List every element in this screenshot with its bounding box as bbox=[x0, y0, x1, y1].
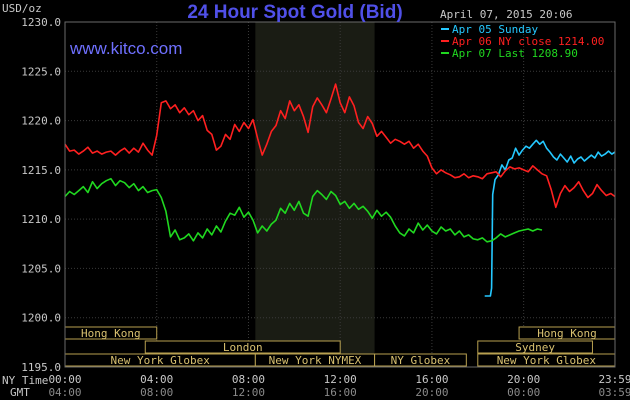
x-tick-label-ny: 00:00 bbox=[48, 373, 81, 386]
y-tick-label: 1195.0 bbox=[21, 361, 61, 374]
axes: 1195.0 1200.0 1205.0 1210.0 1215.0 1220.0 1225… bbox=[21, 16, 630, 399]
series-line-2 bbox=[64, 177, 543, 243]
market-session-label: Hong Kong bbox=[81, 327, 141, 340]
chart-title: 24 Hour Spot Gold (Bid) bbox=[187, 2, 402, 23]
market-session-bar bbox=[477, 340, 593, 354]
market-session-label: NY Globex bbox=[391, 354, 451, 367]
x-axis-gmt-label: GMT bbox=[10, 386, 30, 399]
x-tick-label-gmt: 08:00 bbox=[140, 386, 173, 399]
market-session-label: New York NYMEX bbox=[269, 354, 362, 367]
y-tick-label: 1210.0 bbox=[21, 213, 61, 226]
source-url: www.kitco.com bbox=[69, 39, 182, 58]
x-tick-label-ny: 04:00 bbox=[140, 373, 173, 386]
series-line-1 bbox=[64, 83, 616, 209]
x-tick-label-gmt: 20:00 bbox=[415, 386, 448, 399]
x-tick-label-gmt: 00:00 bbox=[507, 386, 540, 399]
market-session-bar bbox=[374, 353, 467, 367]
x-tick-label-gmt: 16:00 bbox=[324, 386, 357, 399]
market-session-bar bbox=[144, 340, 341, 354]
market-session-label: London bbox=[223, 341, 263, 354]
x-tick-label-gmt: 12:00 bbox=[232, 386, 265, 399]
y-tick-label: 1200.0 bbox=[21, 312, 61, 325]
y-tick-label: 1230.0 bbox=[21, 16, 61, 29]
y-tick-label: 1220.0 bbox=[21, 115, 61, 128]
x-axis-ny-time-label: NY Time bbox=[2, 374, 48, 387]
x-tick-label-gmt: 03:59 bbox=[598, 386, 630, 399]
plot-frame bbox=[64, 21, 616, 368]
legend-entry: Apr 07 Last 1208.90 bbox=[452, 47, 578, 60]
series-line-0 bbox=[484, 139, 616, 297]
y-tick-label: 1225.0 bbox=[21, 65, 61, 78]
x-tick-label-gmt: 04:00 bbox=[48, 386, 81, 399]
series-lines bbox=[64, 83, 616, 297]
x-tick-label-ny: 20:00 bbox=[507, 373, 540, 386]
x-tick-label-ny: 16:00 bbox=[415, 373, 448, 386]
x-tick-label-ny: 23:59 bbox=[598, 373, 630, 386]
x-tick-label-ny: 08:00 bbox=[232, 373, 265, 386]
y-tick-label: 1215.0 bbox=[21, 164, 61, 177]
y-tick-label: 1205.0 bbox=[21, 262, 61, 275]
x-tick-label-ny: 12:00 bbox=[324, 373, 357, 386]
chart-datetime: April 07, 2015 20:06 bbox=[440, 8, 572, 21]
market-session-label: Sydney bbox=[515, 341, 555, 354]
market-session-label: New York Globex bbox=[497, 354, 597, 367]
legend-entry: Apr 05 Sunday bbox=[452, 23, 538, 36]
market-session-label: New York Globex bbox=[110, 354, 210, 367]
y-axis-unit-label: USD/oz bbox=[2, 2, 42, 15]
market-session-label: Hong Kong bbox=[537, 327, 597, 340]
legend-entry: Apr 06 NY close 1214.00 bbox=[452, 35, 604, 48]
